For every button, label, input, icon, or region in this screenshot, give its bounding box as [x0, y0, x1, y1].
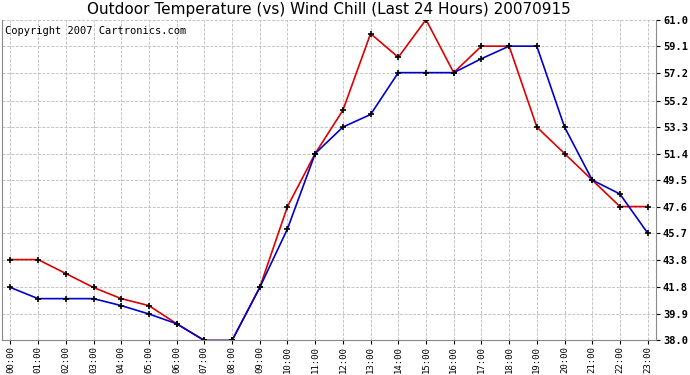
- Text: Copyright 2007 Cartronics.com: Copyright 2007 Cartronics.com: [6, 26, 186, 36]
- Title: Outdoor Temperature (vs) Wind Chill (Last 24 Hours) 20070915: Outdoor Temperature (vs) Wind Chill (Las…: [87, 2, 571, 17]
